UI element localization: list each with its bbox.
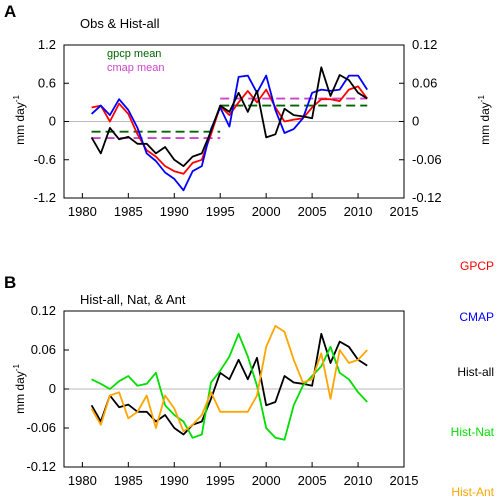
panel-b-ylabel: mm day-1 [12,364,27,414]
x-tick-label: 1980 [68,473,97,488]
x-tick-label: 2010 [344,204,373,219]
x-tick-label: 1985 [114,473,143,488]
legend-hist-nat: Hist-Nat [451,425,495,439]
x-tick-label: 1995 [206,473,235,488]
panel-a-title: Obs & Hist-all [80,16,160,31]
x-tick-label: 2005 [298,204,327,219]
y-tick-label: 0.06 [31,342,56,357]
x-tick-label: 2005 [298,473,327,488]
x-tick-label: 2015 [390,473,419,488]
x-tick-label: 2000 [252,473,281,488]
gpcp-mean-legend: gpcp mean [107,48,161,60]
series-hist-all [90,332,368,436]
legend-hist-ant: Hist-Ant [451,485,494,499]
y-tick-label: -0.6 [34,152,56,167]
series-hist-ant [90,324,368,433]
panel-b-ticks: 1980 1985 1990 1995 2000 2005 2010 2015 -0.12 -0.… [26,303,418,488]
y-tick-label: 0 [49,381,56,396]
series-hist-nat [91,332,368,441]
series-hist-all [90,66,368,168]
y2-tick-label: -0.12 [412,190,442,205]
y-tick-label: -0.12 [26,459,56,474]
panel-a-ylabel: mm day-1 [12,95,27,145]
y-tick-label: 0.12 [31,303,56,318]
panel-b-title: Hist-all, Nat, & Ant [80,292,186,307]
y2-tick-label: 0.06 [412,75,437,90]
legend: GPCP CMAP Hist-all Hist-Nat Hist-Ant [451,259,495,499]
panel-a-label: A [4,2,16,21]
x-tick-label: 2015 [390,204,419,219]
x-tick-label: 1985 [114,204,143,219]
panel-a-ticks: 1980 1985 1990 1995 2000 2005 2010 2015 -1.2 -0.6… [34,37,442,219]
x-tick-label: 1980 [68,204,97,219]
panel-a-series [90,66,368,192]
y-tick-label: -1.2 [34,190,56,205]
legend-hist-all: Hist-all [457,365,494,379]
x-tick-label: 1990 [160,204,189,219]
panel-a-y2label: mm day-1 [477,95,492,145]
legend-cmap: CMAP [459,310,494,324]
x-tick-label: 1990 [160,473,189,488]
series-gpcp [91,85,368,175]
panel-b-series [90,324,368,441]
y-tick-label: 0.6 [38,75,56,90]
series-cmap [90,74,368,192]
y2-tick-label: -0.06 [412,152,442,167]
y-tick-label: -0.06 [26,420,56,435]
panel-a: A Obs & Hist-all 1980 1985 1990 1995 2000 200… [4,2,492,219]
y2-tick-label: 0 [412,114,419,129]
panel-b-label: B [4,273,16,292]
x-tick-label: 2010 [344,473,373,488]
cmap-mean-legend: cmap mean [107,62,164,74]
x-tick-label: 2000 [252,204,281,219]
y-tick-label: 0 [49,114,56,129]
y-tick-label: 1.2 [38,37,56,52]
x-tick-label: 1995 [206,204,235,219]
y2-tick-label: 0.12 [412,37,437,52]
legend-gpcp: GPCP [460,259,494,273]
panel-b: B Hist-all, Nat, & Ant 1980 1985 1990 1995 2… [4,273,418,488]
